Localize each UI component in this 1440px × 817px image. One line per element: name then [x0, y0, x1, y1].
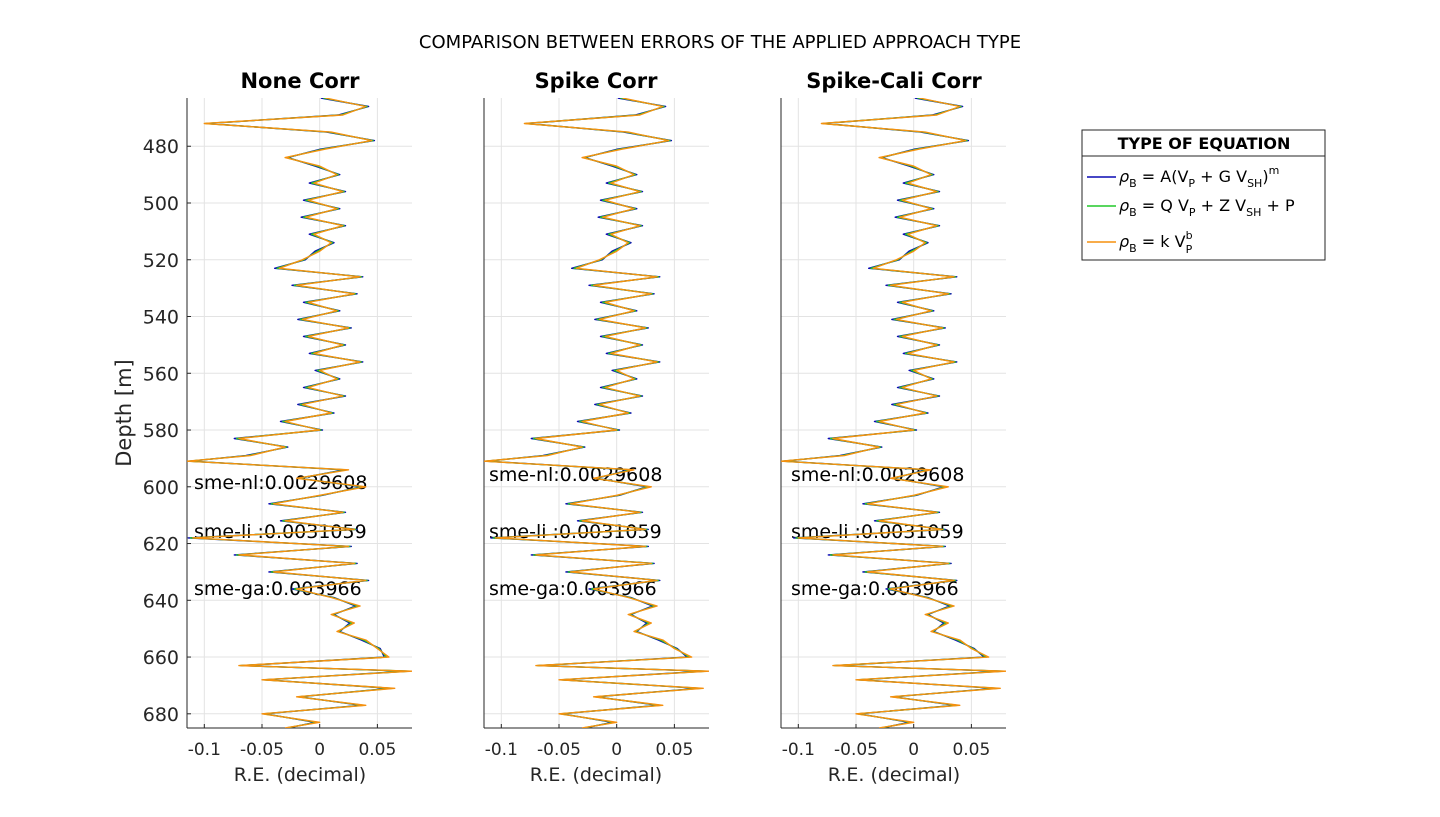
- series-line-li: [484, 98, 708, 728]
- legend-item-linear: ρB = Q VP + Z VSH + P: [1087, 196, 1295, 219]
- y-tick-label: 620: [143, 534, 179, 556]
- x-tick-label: 0: [314, 740, 325, 760]
- panel-spike-cali-corr: Spike-Cali Corr R.E. (decimal) sme-nl:0.…: [780, 69, 1006, 786]
- annotation-sme-ga: sme-ga:0.003966: [194, 578, 362, 600]
- x-axis-label: R.E. (decimal): [234, 764, 366, 786]
- legend-item-nonlinear: ρB = A(VP + G VSH)m: [1087, 164, 1279, 190]
- series-line-li: [187, 98, 411, 728]
- x-tick-label: -0.1: [485, 740, 518, 760]
- y-tick-label: 560: [143, 363, 179, 385]
- x-tick-label: -0.05: [537, 740, 581, 760]
- legend-label-nl: ρB = A(VP + G VSH)m: [1119, 164, 1279, 190]
- series-line-ga: [484, 98, 709, 728]
- series-line-ga: [781, 98, 1006, 728]
- panel-title: Spike Corr: [535, 69, 659, 93]
- series-group: [781, 98, 1006, 728]
- series-line-nl: [486, 98, 706, 728]
- x-tick-label: -0.1: [188, 740, 221, 760]
- x-tick-label: 0: [611, 740, 622, 760]
- figure-title: COMPARISON BETWEEN ERRORS OF THE APPLIED…: [419, 32, 1021, 53]
- legend-box: [1081, 129, 1326, 261]
- grid: [187, 98, 412, 728]
- panel-spike-corr: Spike Corr R.E. (decimal) sme-nl:0.00296…: [483, 69, 709, 786]
- x-tick-label: 0.05: [358, 740, 396, 760]
- panel-title: Spike-Cali Corr: [806, 69, 982, 93]
- grid: [781, 98, 1006, 728]
- y-tick-label: 500: [143, 193, 179, 215]
- y-tick-label: 640: [143, 590, 179, 612]
- series-line-ga: [187, 98, 412, 728]
- y-tick-label: 660: [143, 647, 179, 669]
- y-tick-label: 520: [143, 250, 179, 272]
- x-tick-label: 0.05: [952, 740, 990, 760]
- x-axis-label: R.E. (decimal): [828, 764, 960, 786]
- y-tick-label: 580: [143, 420, 179, 442]
- annotation-sme-li: sme-li :0.0031059: [489, 521, 662, 543]
- legend-label-li: ρB = Q VP + Z VSH + P: [1119, 196, 1295, 219]
- annotation-sme-ga: sme-ga:0.003966: [489, 578, 657, 600]
- legend-title: TYPE OF EQUATION: [1118, 134, 1291, 153]
- annotation-sme-nl: sme-nl:0.0029608: [194, 472, 367, 494]
- panel-title: None Corr: [240, 69, 360, 93]
- annotation-sme-li: sme-li :0.0031059: [194, 521, 367, 543]
- x-axis-label: R.E. (decimal): [530, 764, 662, 786]
- y-tick-label: 680: [143, 704, 179, 726]
- y-tick-label: 600: [143, 477, 179, 499]
- x-tick-label: -0.05: [240, 740, 284, 760]
- series-group: [187, 98, 412, 728]
- series-line-nl: [783, 98, 1003, 728]
- series-line-li: [781, 98, 1005, 728]
- series-line-nl: [187, 98, 409, 728]
- x-tick-label: -0.1: [782, 740, 815, 760]
- grid: [484, 98, 709, 728]
- x-tick-label: -0.05: [834, 740, 878, 760]
- annotation-sme-ga: sme-ga:0.003966: [791, 578, 959, 600]
- x-tick-label: 0.05: [655, 740, 693, 760]
- legend-label-ga: ρB = k Vb P: [1119, 229, 1193, 256]
- y-tick-label: 540: [143, 307, 179, 329]
- annotation-sme-nl: sme-nl:0.0029608: [489, 464, 662, 486]
- y-tick-label: 480: [143, 136, 179, 158]
- legend-item-gardner: ρB = k Vb P: [1087, 229, 1193, 256]
- series-group: [484, 98, 709, 728]
- legend: TYPE OF EQUATION ρB = A(VP + G VSH)m ρB …: [1081, 129, 1326, 261]
- x-tick-label: 0: [908, 740, 919, 760]
- panel-none-corr: None Corr R.E. (decimal) sme-nl:0.002960…: [143, 69, 412, 786]
- y-axis-label: Depth [m]: [112, 359, 136, 466]
